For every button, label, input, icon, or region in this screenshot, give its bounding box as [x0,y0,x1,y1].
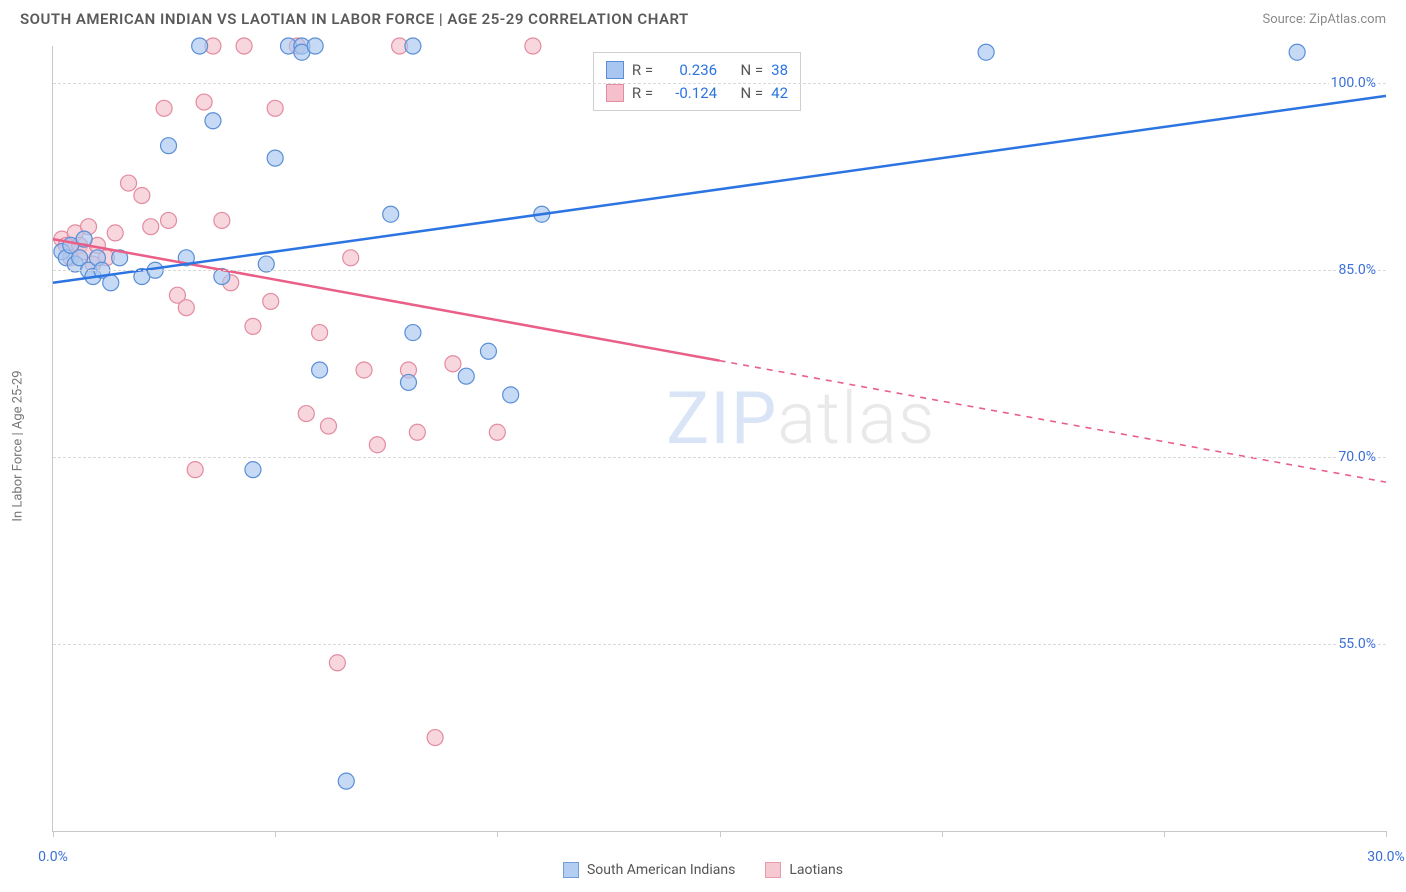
legend-label-series1: South American Indians [587,862,735,878]
trend-line [53,96,1386,283]
scatter-point [107,225,123,241]
x-tick [497,831,498,837]
scatter-point [161,138,177,154]
chart-title: SOUTH AMERICAN INDIAN VS LAOTIAN IN LABO… [20,10,689,28]
stats-row: R =-0.124 N = 42 [606,82,788,105]
scatter-point [312,325,328,341]
scatter-point [196,94,212,110]
scatter-point [187,462,203,478]
gridline-h [53,270,1386,271]
scatter-point [978,44,994,60]
stats-swatch [606,84,624,102]
x-tick [1386,831,1387,837]
x-tick [1164,831,1165,837]
legend-swatch-series2 [765,862,781,878]
gridline-h [53,83,1386,84]
scatter-point [161,212,177,228]
scatter-point [267,100,283,116]
scatter-point [525,38,541,54]
scatter-point [369,437,385,453]
y-tick-label: 55.0% [1336,636,1378,652]
scatter-point [205,113,221,129]
gridline-h [53,644,1386,645]
source-label: Source: ZipAtlas.com [1262,12,1386,27]
stats-legend-box: R =0.236 N = 38R =-0.124 N = 42 [593,52,801,111]
legend-item-series1: South American Indians [563,862,735,878]
scatter-point [320,418,336,434]
stats-row: R =0.236 N = 38 [606,59,788,82]
scatter-point [458,368,474,384]
scatter-point [427,730,443,746]
y-axis-title: In Labor Force | Age 25-29 [11,370,26,521]
legend-bottom: South American Indians Laotians [0,862,1406,878]
scatter-point [298,406,314,422]
scatter-point [312,362,328,378]
scatter-point [267,150,283,166]
scatter-point [405,38,421,54]
scatter-point [307,38,323,54]
scatter-point [338,773,354,789]
scatter-point [263,293,279,309]
scatter-point [503,387,519,403]
stats-swatch [606,61,624,79]
scatter-point [343,250,359,266]
scatter-point [400,374,416,390]
legend-swatch-series1 [563,862,579,878]
scatter-point [192,38,208,54]
x-tick [720,831,721,837]
y-tick-label: 85.0% [1336,262,1378,278]
scatter-point [156,100,172,116]
scatter-point [329,655,345,671]
trend-line [53,239,720,360]
scatter-point [134,188,150,204]
scatter-point [383,206,399,222]
scatter-point [143,219,159,235]
y-tick-label: 100.0% [1329,75,1378,91]
scatter-point [245,318,261,334]
scatter-point [236,38,252,54]
scatter-point [445,356,461,372]
x-tick [275,831,276,837]
scatter-point [405,325,421,341]
trend-line [720,361,1387,482]
x-tick [53,831,54,837]
scatter-point [1289,44,1305,60]
scatter-point [356,362,372,378]
scatter-point [103,275,119,291]
scatter-plot-svg [53,46,1386,831]
legend-label-series2: Laotians [789,862,843,878]
scatter-point [178,300,194,316]
scatter-point [409,424,425,440]
x-tick [942,831,943,837]
scatter-point [245,462,261,478]
scatter-point [489,424,505,440]
gridline-h [53,457,1386,458]
legend-item-series2: Laotians [765,862,843,878]
scatter-point [480,343,496,359]
scatter-point [214,212,230,228]
chart-area: R =0.236 N = 38R =-0.124 N = 42 ZIPatlas… [52,46,1386,832]
y-tick-label: 70.0% [1336,449,1378,465]
scatter-point [121,175,137,191]
